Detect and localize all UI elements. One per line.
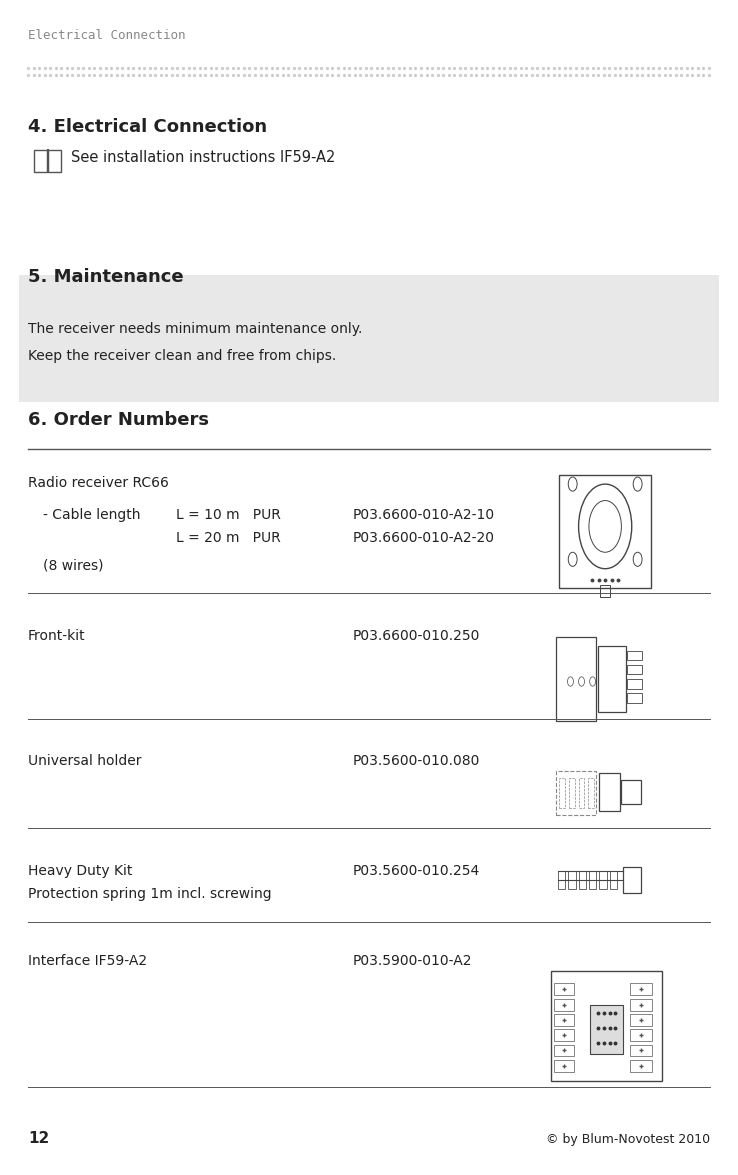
Bar [554,1029,574,1041]
Bar [599,773,620,811]
Bar [627,665,642,674]
Bar [48,150,61,172]
Text: L = 10 m   PUR: L = 10 m PUR [176,508,280,522]
Text: 4. Electrical Connection: 4. Electrical Connection [28,118,267,135]
Text: P03.5900-010-A2: P03.5900-010-A2 [353,954,472,968]
Bar [554,1014,574,1026]
Bar [630,1014,652,1026]
Bar [623,867,641,893]
Bar [554,983,574,995]
Bar [590,1005,623,1054]
Text: 5. Maintenance: 5. Maintenance [28,268,184,286]
Bar [599,871,607,889]
Text: P03.6600-010.250: P03.6600-010.250 [353,629,480,643]
Text: Keep the receiver clean and free from chips.: Keep the receiver clean and free from ch… [28,349,337,363]
Text: Universal holder: Universal holder [28,754,142,768]
Bar [559,475,651,588]
Text: The receiver needs minimum maintenance only.: The receiver needs minimum maintenance o… [28,322,362,336]
Text: 12: 12 [28,1130,49,1146]
Bar [558,871,565,889]
Text: Front-kit: Front-kit [28,629,86,643]
Bar [588,778,594,808]
Bar [627,693,642,703]
Text: Interface IF59-A2: Interface IF59-A2 [28,954,147,968]
Text: P03.5600-010.254: P03.5600-010.254 [353,864,480,878]
Bar [34,150,47,172]
Bar [630,1060,652,1072]
Bar [627,651,642,660]
Text: See installation instructions IF59-A2: See installation instructions IF59-A2 [71,150,335,165]
Text: P03.6600-010-A2-20: P03.6600-010-A2-20 [353,531,494,545]
Bar [630,1045,652,1056]
Bar [630,983,652,995]
Bar [554,1045,574,1056]
Bar [579,871,586,889]
Bar [556,637,596,721]
Bar [600,585,610,597]
Text: L = 20 m   PUR: L = 20 m PUR [176,531,280,545]
Text: P03.6600-010-A2-10: P03.6600-010-A2-10 [353,508,495,522]
Bar [621,780,641,804]
Bar [19,275,719,402]
Bar [568,871,576,889]
Bar [556,771,596,815]
Bar [554,999,574,1010]
Text: Radio receiver RC66: Radio receiver RC66 [28,476,169,490]
Text: Protection spring 1m incl. screwing: Protection spring 1m incl. screwing [28,887,272,901]
Text: P03.5600-010.080: P03.5600-010.080 [353,754,480,768]
Bar [579,778,584,808]
Bar [589,871,596,889]
Text: (8 wires): (8 wires) [43,558,103,572]
Text: Electrical Connection: Electrical Connection [28,29,185,42]
Bar [559,778,565,808]
Bar [630,999,652,1010]
Text: - Cable length: - Cable length [43,508,140,522]
Bar [610,871,617,889]
Text: Heavy Duty Kit: Heavy Duty Kit [28,864,132,878]
Bar [569,778,575,808]
Bar [630,1029,652,1041]
Text: 6. Order Numbers: 6. Order Numbers [28,411,209,429]
Bar [554,1060,574,1072]
Text: © by Blum-Novotest 2010: © by Blum-Novotest 2010 [546,1133,710,1146]
Bar [627,679,642,689]
Bar [598,646,626,712]
Bar [551,971,662,1081]
